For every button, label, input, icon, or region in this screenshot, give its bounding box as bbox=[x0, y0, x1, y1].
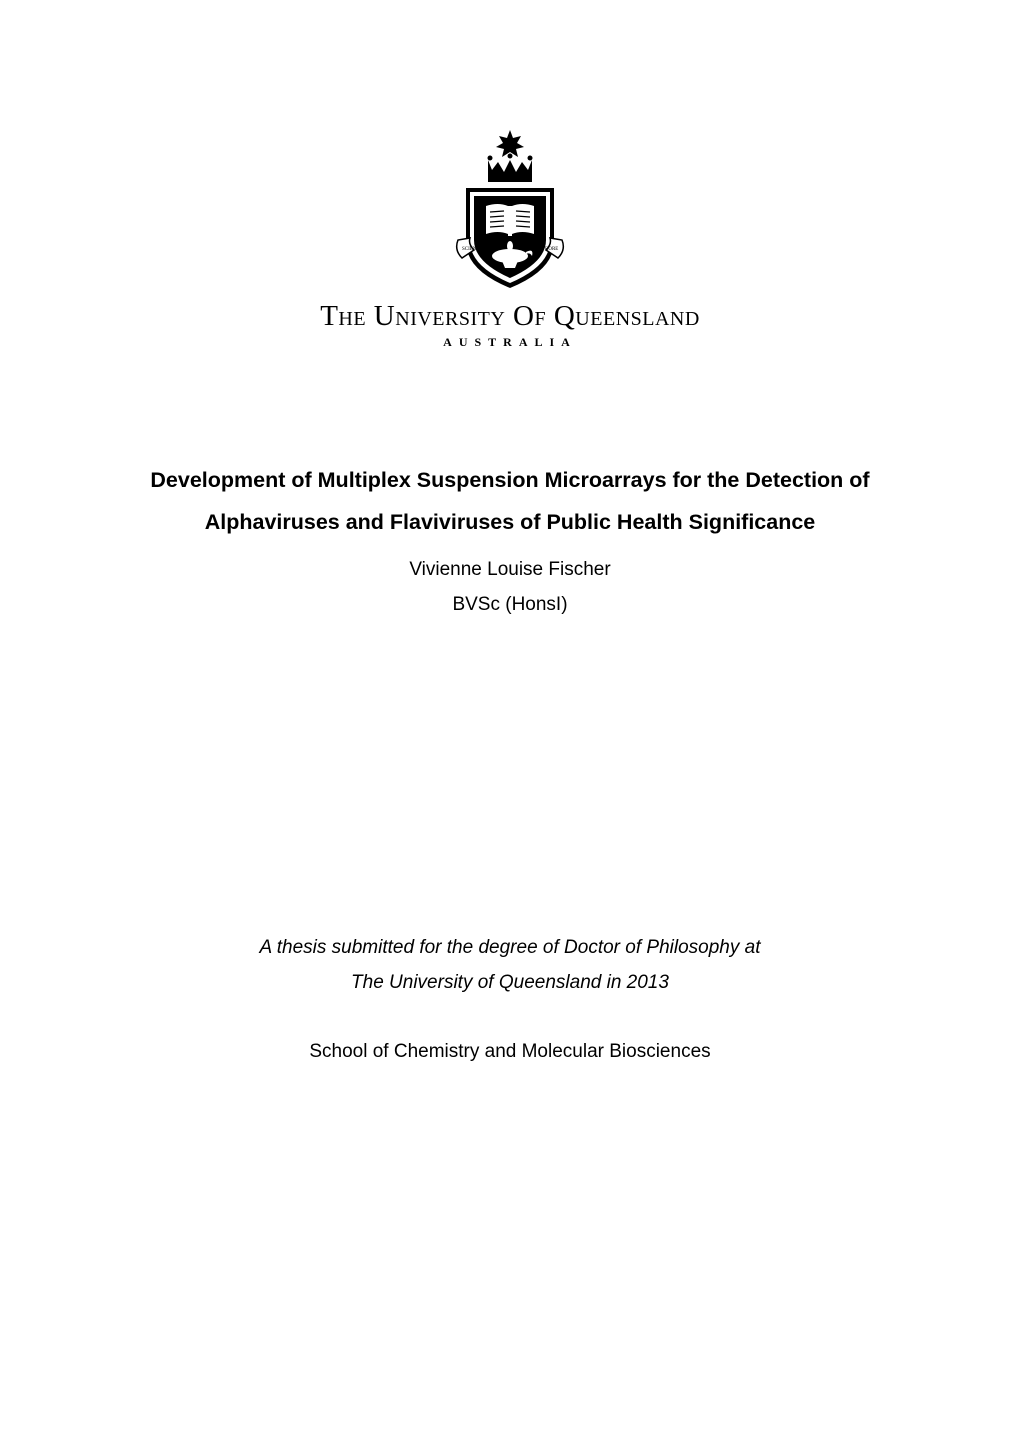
thesis-title-line2: Alphaviruses and Flaviviruses of Public … bbox=[205, 510, 816, 534]
spacer bbox=[118, 622, 902, 930]
submission-line2: The University of Queensland in 2013 bbox=[351, 972, 669, 993]
institution-country: AUSTRALIA bbox=[118, 335, 902, 350]
submission-statement: A thesis submitted for the degree of Doc… bbox=[118, 930, 902, 1000]
institution-name: The University Of Queensland bbox=[118, 300, 902, 333]
university-crest-icon: SCIEN BORE bbox=[448, 130, 572, 290]
svg-text:SCIEN: SCIEN bbox=[462, 247, 477, 252]
school-name: School of Chemistry and Molecular Biosci… bbox=[118, 1034, 902, 1069]
submission-line1: A thesis submitted for the degree of Doc… bbox=[260, 937, 761, 958]
author-name: Vivienne Louise Fischer bbox=[118, 552, 902, 587]
crest-container: SCIEN BORE bbox=[118, 130, 902, 290]
thesis-title: Development of Multiplex Suspension Micr… bbox=[118, 460, 902, 544]
svg-text:BORE: BORE bbox=[545, 247, 558, 252]
institution-name-text: The University Of Queensland bbox=[320, 300, 700, 332]
thesis-title-line1: Development of Multiplex Suspension Micr… bbox=[150, 468, 869, 492]
title-page: SCIEN BORE The University Of Queensland … bbox=[0, 0, 1020, 1442]
author-degree: BVSc (HonsI) bbox=[118, 587, 902, 622]
